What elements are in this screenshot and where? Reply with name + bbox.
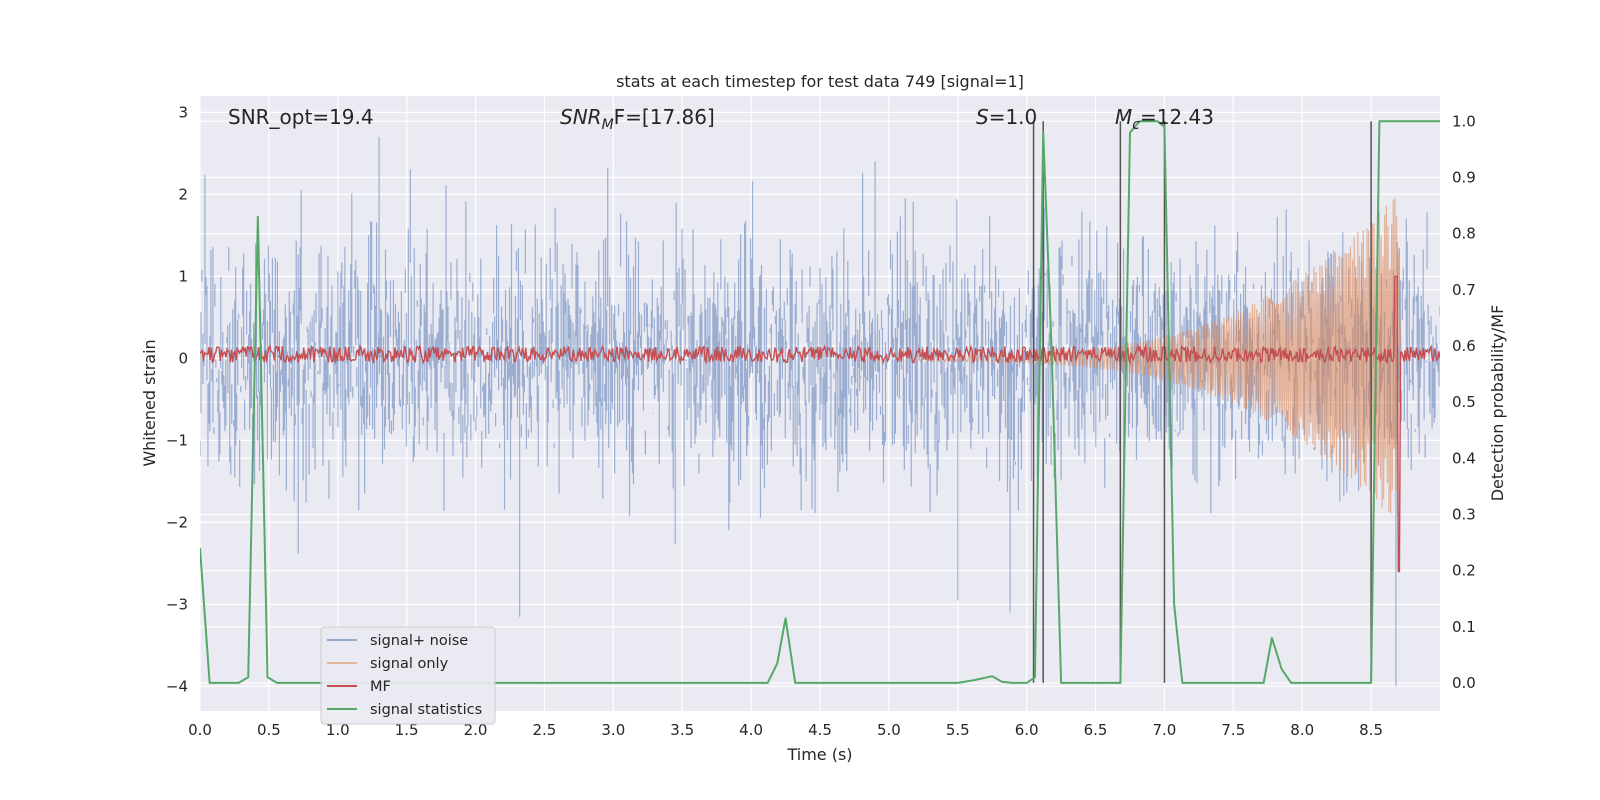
series-signal-statistics (200, 120, 1440, 684)
snr-mf-tail: F=[17.86] (614, 105, 715, 129)
annotation-s: S=1.0 (976, 105, 1037, 129)
y-tick-label: −2 (166, 513, 188, 531)
x-tick-label: 8.0 (1290, 721, 1314, 739)
y-tick-label-right: 0.8 (1452, 225, 1476, 243)
annotation-snr-opt: SNR_opt=19.4 (228, 105, 374, 129)
y-axis-label-right: Detection probability/MF (1488, 305, 1507, 502)
plot-clip-region (200, 120, 1440, 687)
mc-sub: c (1132, 117, 1140, 133)
y-tick-label-right: 0.3 (1452, 505, 1476, 523)
x-tick-label: 0.0 (188, 721, 212, 739)
s-tail: =1.0 (989, 105, 1038, 129)
y-tick-label-right: 0.7 (1452, 281, 1476, 299)
y-tick-label-right: 0.4 (1452, 449, 1476, 467)
x-tick-label: 7.0 (1153, 721, 1177, 739)
axis-ticks: 0.0 0.5 1.0 1.5 2.0 2.5 3.0 3.5 4.0 4.5 5.0 5.5 6.0 6… (166, 103, 1476, 739)
legend: signal+ noise signal only MF signal stat… (320, 626, 496, 725)
y-tick-label: 0 (178, 349, 188, 367)
y-tick-label-right: 0.9 (1452, 168, 1476, 186)
y-tick-label: 2 (178, 185, 188, 203)
x-tick-label: 2.0 (464, 721, 488, 739)
plot-area (200, 120, 1440, 687)
x-axis-label: Time (s) (786, 745, 852, 764)
x-tick-label: 4.5 (808, 721, 832, 739)
mc-base: M (1115, 105, 1132, 129)
snr-mf-sub: M (602, 117, 614, 133)
x-tick-label: 8.5 (1359, 721, 1383, 739)
y-tick-label-right: 0.0 (1452, 674, 1476, 692)
y-tick-label-right: 0.5 (1452, 393, 1476, 411)
grid (199, 96, 1440, 711)
x-tick-label: 6.5 (1084, 721, 1108, 739)
x-tick-label: 6.0 (1015, 721, 1039, 739)
x-tick-label: 1.5 (395, 721, 419, 739)
y-tick-label: 3 (178, 103, 188, 121)
y-tick-label-right: 0.6 (1452, 337, 1476, 355)
chart-title: stats at each timestep for test data 749… (616, 72, 1024, 91)
snr-mf-base: SNR (560, 105, 602, 129)
s-base: S (976, 105, 989, 129)
y-tick-label-right: 0.1 (1452, 618, 1476, 636)
y-tick-label-right: 0.2 (1452, 562, 1476, 580)
y-axis-label: Whitened strain (140, 339, 159, 466)
x-tick-label: 4.0 (739, 721, 763, 739)
y-tick-label: −4 (166, 677, 188, 695)
x-tick-label: 0.5 (257, 721, 281, 739)
legend-label-signal-statistics: signal statistics (370, 702, 482, 718)
legend-box (320, 626, 496, 725)
mc-tail: =12.43 (1140, 105, 1214, 129)
x-tick-label: 2.5 (533, 721, 557, 739)
legend-label-mf: MF (370, 679, 391, 695)
annotation-mc: Mc=12.43 (1115, 105, 1214, 133)
y-tick-label: 1 (178, 267, 188, 285)
series-mf (200, 275, 1440, 573)
legend-label-signal-noise: signal+ noise (370, 633, 468, 649)
series-signal-only (915, 197, 1403, 518)
x-tick-label: 7.5 (1221, 721, 1245, 739)
x-tick-label: 3.0 (601, 721, 625, 739)
y-tick-label: −3 (166, 595, 188, 613)
x-tick-label: 5.0 (877, 721, 901, 739)
y-tick-label: −1 (166, 431, 188, 449)
x-tick-label: 3.5 (670, 721, 694, 739)
annotation-snr-mf: SNRMF=[17.86] (560, 105, 715, 133)
x-tick-label: 1.0 (326, 721, 350, 739)
legend-label-signal-only: signal only (370, 656, 449, 672)
x-tick-label: 5.5 (946, 721, 970, 739)
y-tick-label-right: 1.0 (1452, 112, 1476, 130)
